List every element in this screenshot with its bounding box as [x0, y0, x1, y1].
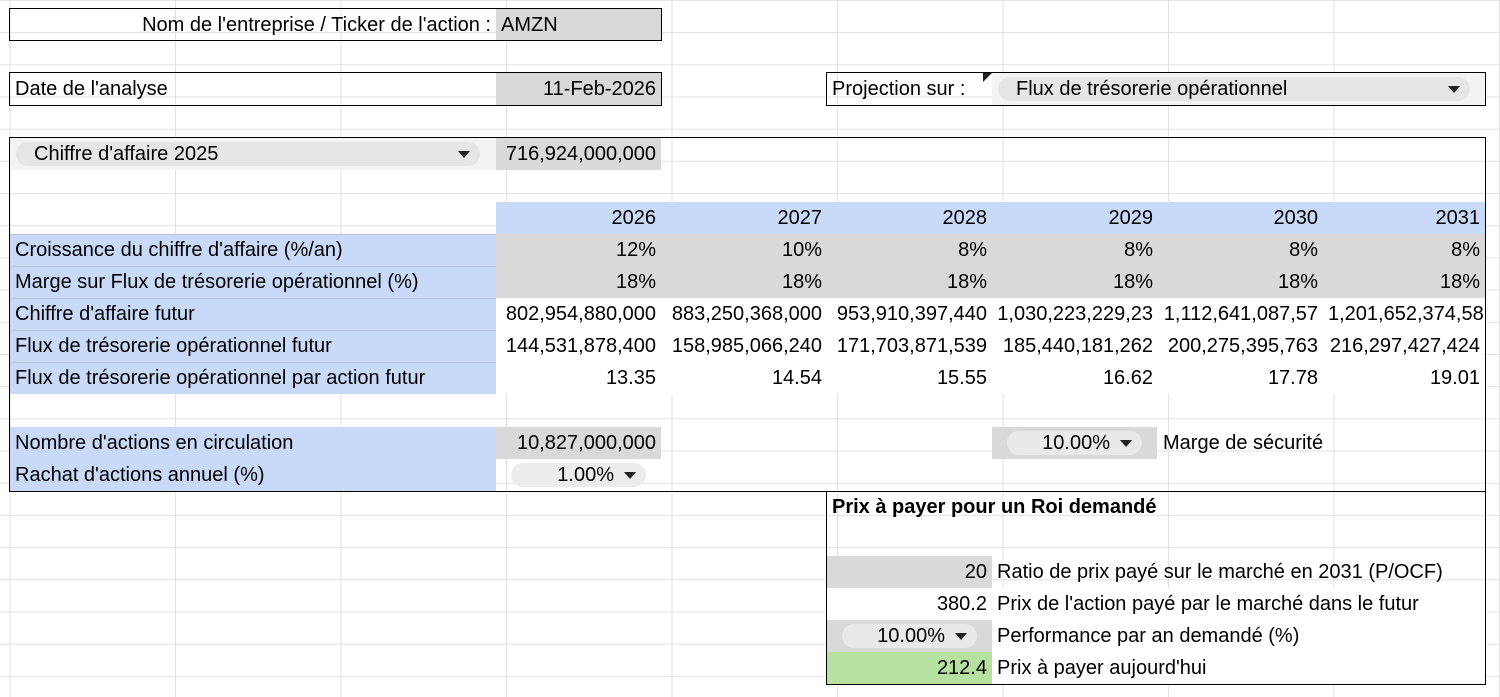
ratio-label: Ratio de prix payé sur le marché en 2031…: [997, 561, 1443, 583]
chevron-down-icon: [458, 150, 470, 158]
table-cell[interactable]: 8%: [1323, 234, 1485, 266]
year-header-4: 2030: [1158, 202, 1323, 234]
chevron-down-icon: [624, 471, 636, 479]
table-cell[interactable]: 18%: [496, 266, 661, 298]
performance-label: Performance par an demandé (%): [992, 620, 1486, 652]
year-header-2: 2028: [827, 202, 992, 234]
future-price-label: Prix de l'action payé par le marché dans…: [992, 588, 1486, 620]
table-cell[interactable]: 10%: [661, 234, 827, 266]
row-divider: [10, 362, 496, 363]
table-cell: 1,030,223,229,23: [992, 298, 1158, 330]
projection-dropdown[interactable]: Flux de trésorerie opérationnel: [998, 77, 1470, 101]
table-cell: 883,250,368,000: [661, 298, 827, 330]
year-header-5: 2031: [1323, 202, 1485, 234]
table-cell[interactable]: 8%: [992, 234, 1158, 266]
table-cell: 13.35: [496, 362, 661, 394]
year-header-3: 2029: [992, 202, 1158, 234]
table-cell: 16.62: [992, 362, 1158, 394]
table-cell: 14.54: [661, 362, 827, 394]
table-cell: 953,910,397,440: [827, 298, 992, 330]
revenue-dropdown[interactable]: Chiffre d'affaire 2025: [16, 142, 480, 166]
safety-margin-dropdown[interactable]: 10.00%: [1007, 431, 1142, 455]
ticker-input[interactable]: AMZN: [496, 9, 661, 41]
table-cell: 15.55: [827, 362, 992, 394]
year-header-1: 2027: [661, 202, 827, 234]
table-cell: 802,954,880,000: [496, 298, 661, 330]
company-label: Nom de l'entreprise / Ticker de l'action…: [142, 14, 491, 36]
row-label: Croissance du chiffre d'affaire (%/an): [10, 234, 496, 266]
row-divider: [10, 234, 496, 235]
table-cell: 1,112,641,087,57: [1158, 298, 1323, 330]
future-price-value: 380.2: [827, 588, 992, 620]
row-label: Chiffre d'affaire futur: [10, 298, 496, 330]
table-cell[interactable]: 12%: [496, 234, 661, 266]
table-cell: 200,275,395,763: [1158, 330, 1323, 362]
projection-label: Projection sur :: [832, 78, 966, 100]
today-price-label: Prix à payer aujourd'hui: [992, 652, 1486, 684]
row-divider: [10, 298, 496, 299]
analysis-date-value[interactable]: 11-Feb-2026: [496, 73, 661, 105]
projection-selected: Flux de trésorerie opérationnel: [1016, 78, 1288, 100]
comment-marker-icon: [983, 73, 992, 82]
today-price-value: 212.4: [827, 652, 992, 684]
table-cell: 17.78: [1158, 362, 1323, 394]
table-cell[interactable]: 8%: [827, 234, 992, 266]
row-label: Flux de trésorerie opérationnel futur: [10, 330, 496, 362]
row-label: Flux de trésorerie opérationnel par acti…: [10, 362, 496, 394]
revenue-selected: Chiffre d'affaire 2025: [34, 143, 219, 165]
safety-margin-label: Marge de sécurité: [1163, 432, 1324, 454]
table-cell: 144,531,878,400: [496, 330, 661, 362]
buyback-label: Rachat d'actions annuel (%): [10, 459, 496, 491]
table-cell: 1,201,652,374,58: [1323, 298, 1485, 330]
year-header-0: 2026: [496, 202, 661, 234]
table-cell: 216,297,427,424: [1323, 330, 1485, 362]
ratio-value[interactable]: 20: [827, 556, 992, 588]
buyback-dropdown[interactable]: 1.00%: [511, 463, 646, 487]
table-cell[interactable]: 18%: [661, 266, 827, 298]
table-cell: 19.01: [1323, 362, 1485, 394]
roi-title: Prix à payer pour un Roi demandé: [832, 496, 1157, 518]
table-cell: 158,985,066,240: [661, 330, 827, 362]
performance-dropdown[interactable]: 10.00%: [842, 624, 977, 648]
shares-label: Nombre d'actions en circulation: [10, 427, 496, 459]
analysis-date-label: Date de l'analyse: [15, 78, 168, 100]
shares-value[interactable]: 10,827,000,000: [496, 427, 661, 459]
chevron-down-icon: [1448, 85, 1460, 93]
revenue-value[interactable]: 716,924,000,000: [496, 138, 661, 170]
table-cell[interactable]: 18%: [1158, 266, 1323, 298]
table-cell[interactable]: 8%: [1158, 234, 1323, 266]
table-cell[interactable]: 18%: [827, 266, 992, 298]
performance-selected: 10.00%: [877, 625, 945, 647]
buyback-selected: 1.00%: [557, 464, 614, 486]
safety-margin-selected: 10.00%: [1042, 432, 1110, 454]
table-cell: 185,440,181,262: [992, 330, 1158, 362]
row-label: Marge sur Flux de trésorerie opérationne…: [10, 266, 496, 298]
row-divider: [10, 330, 496, 331]
chevron-down-icon: [1120, 439, 1132, 447]
chevron-down-icon: [955, 632, 967, 640]
table-cell: 171,703,871,539: [827, 330, 992, 362]
table-cell[interactable]: 18%: [1323, 266, 1485, 298]
row-divider: [10, 266, 496, 267]
table-cell[interactable]: 18%: [992, 266, 1158, 298]
